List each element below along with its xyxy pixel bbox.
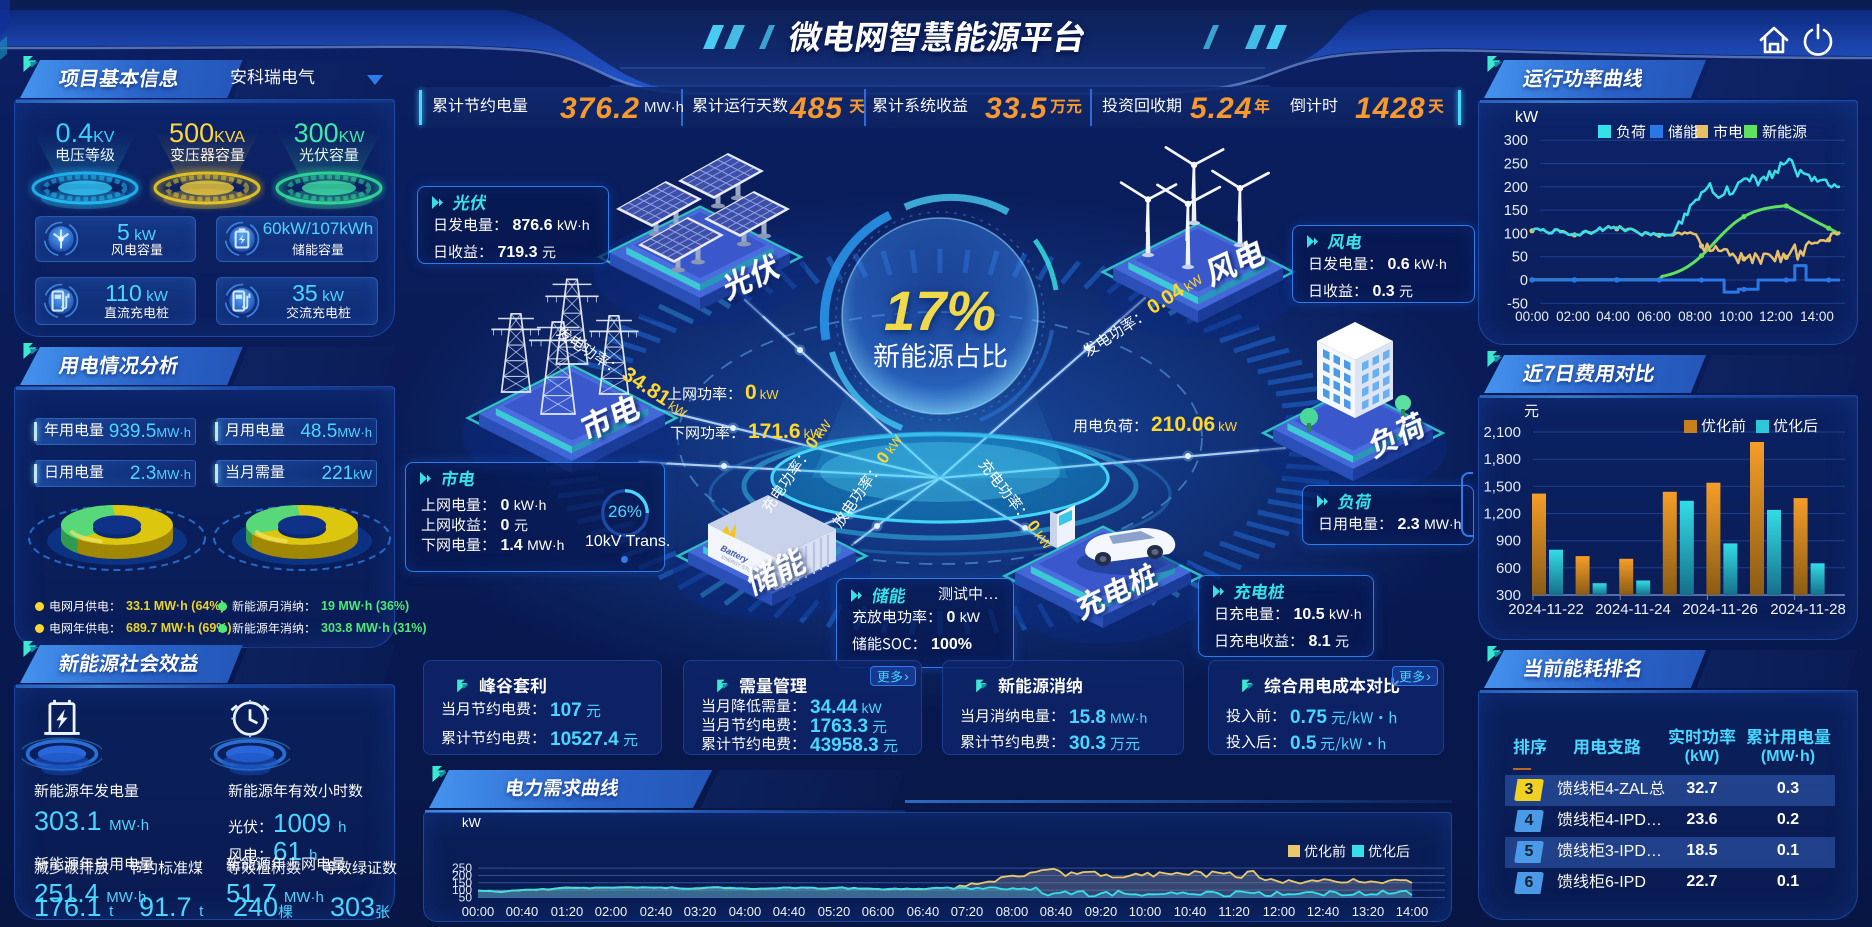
svg-text:300: 300 bbox=[1496, 587, 1521, 604]
svg-text:kW: kW bbox=[1515, 109, 1539, 126]
svg-text:04:00: 04:00 bbox=[729, 904, 762, 919]
svg-text:00:40: 00:40 bbox=[506, 904, 539, 919]
svg-text:14:00: 14:00 bbox=[1396, 904, 1429, 919]
svg-text:-50: -50 bbox=[1507, 296, 1528, 312]
svg-text:11:20: 11:20 bbox=[1218, 904, 1250, 919]
svg-text:14:00: 14:00 bbox=[1800, 309, 1834, 324]
svg-text:08:40: 08:40 bbox=[1040, 904, 1073, 919]
svg-text:00:00: 00:00 bbox=[1515, 309, 1549, 324]
svg-text:600: 600 bbox=[1496, 560, 1521, 577]
svg-text:06:00: 06:00 bbox=[862, 904, 895, 919]
svg-text:12:40: 12:40 bbox=[1307, 904, 1340, 919]
svg-text:2024-11-26: 2024-11-26 bbox=[1682, 601, 1758, 618]
svg-text:50: 50 bbox=[459, 891, 473, 905]
svg-text:100: 100 bbox=[452, 883, 472, 897]
svg-text:2024-11-22: 2024-11-22 bbox=[1508, 601, 1584, 618]
svg-text:09:20: 09:20 bbox=[1085, 904, 1118, 919]
svg-text:00:00: 00:00 bbox=[462, 904, 495, 919]
svg-text:2024-11-24: 2024-11-24 bbox=[1595, 601, 1671, 618]
svg-text:200: 200 bbox=[452, 869, 472, 883]
svg-text:150: 150 bbox=[1504, 203, 1528, 219]
svg-text:1,200: 1,200 bbox=[1483, 506, 1521, 523]
svg-text:900: 900 bbox=[1496, 533, 1521, 550]
svg-text:10:00: 10:00 bbox=[1719, 309, 1753, 324]
svg-text:0: 0 bbox=[1520, 273, 1528, 289]
svg-text:250: 250 bbox=[1504, 157, 1528, 173]
svg-text:10:00: 10:00 bbox=[1129, 904, 1162, 919]
svg-text:02:00: 02:00 bbox=[1556, 309, 1590, 324]
svg-text:2024-11-28: 2024-11-28 bbox=[1770, 601, 1846, 618]
svg-text:200: 200 bbox=[1504, 180, 1528, 196]
svg-text:08:00: 08:00 bbox=[996, 904, 1029, 919]
svg-text:02:40: 02:40 bbox=[640, 904, 673, 919]
svg-text:250: 250 bbox=[452, 861, 472, 875]
svg-text:08:00: 08:00 bbox=[1678, 309, 1712, 324]
svg-text:04:40: 04:40 bbox=[773, 904, 806, 919]
svg-text:02:00: 02:00 bbox=[595, 904, 628, 919]
svg-text:10:40: 10:40 bbox=[1174, 904, 1207, 919]
svg-text:50: 50 bbox=[1512, 250, 1528, 266]
svg-text:12:00: 12:00 bbox=[1263, 904, 1296, 919]
svg-text:04:00: 04:00 bbox=[1596, 309, 1630, 324]
svg-text:13:20: 13:20 bbox=[1352, 904, 1385, 919]
svg-text:100: 100 bbox=[1504, 226, 1528, 242]
svg-text:01:20: 01:20 bbox=[551, 904, 584, 919]
svg-text:06:00: 06:00 bbox=[1637, 309, 1671, 324]
svg-text:12:00: 12:00 bbox=[1759, 309, 1793, 324]
svg-text:03:20: 03:20 bbox=[684, 904, 717, 919]
svg-text:300: 300 bbox=[1504, 133, 1528, 149]
svg-text:05:20: 05:20 bbox=[818, 904, 851, 919]
svg-text:150: 150 bbox=[452, 876, 472, 890]
svg-text:kW: kW bbox=[462, 815, 482, 830]
svg-text:07:20: 07:20 bbox=[951, 904, 984, 919]
svg-text:06:40: 06:40 bbox=[907, 904, 940, 919]
